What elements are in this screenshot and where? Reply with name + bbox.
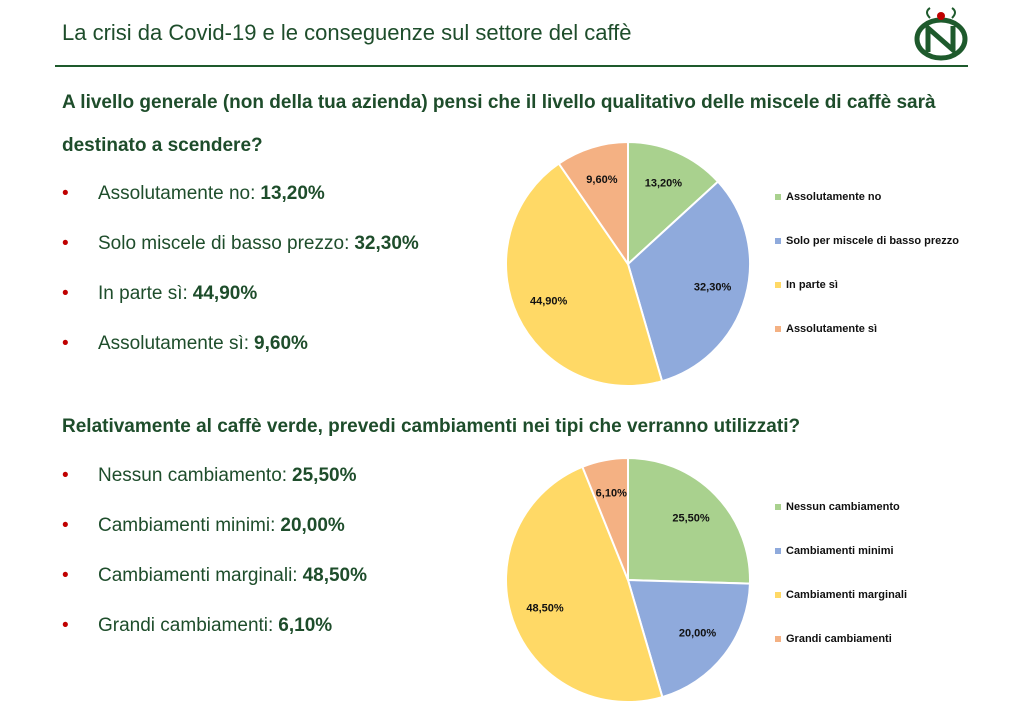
legend-swatch [775,326,781,332]
pie-slice [626,180,751,383]
slide-title: La crisi da Covid-19 e le conseguenze su… [62,20,632,45]
bullet-dot: • [62,615,69,636]
bullet-dot: • [62,183,69,204]
legend-label: Cambiamenti marginali [786,589,907,601]
bullet-value: 9,60% [254,333,308,354]
data-label: 48,50% [526,603,564,615]
bullet-value: 48,50% [302,565,368,586]
pie-slice [505,162,664,387]
bullet: • Cambiamenti minimi: 20,00% [62,515,345,537]
bullet-label: Cambiamenti minimi: [98,515,276,536]
data-label: 44,90% [530,296,568,308]
legend-swatch [775,548,781,554]
bullet-dot: • [62,515,69,536]
bullet-label: Assolutamente no: [98,183,256,204]
bullet-label: Solo miscele di basso prezzo: [98,233,350,254]
data-label: 20,00% [679,628,717,640]
bullet: • Solo miscele di basso prezzo: 32,30% [62,233,419,255]
pie-slice [581,456,629,581]
bullet: • Cambiamenti marginali: 48,50% [62,565,367,587]
legend-swatch [775,282,781,288]
pie-slice [627,456,751,585]
legend-label: In parte sì [786,279,838,291]
legend-label: Cambiamenti minimi [786,545,894,557]
legend-label: Nessun cambiamento [786,501,900,513]
bullet-value: 44,90% [192,283,258,304]
bullet: • Assolutamente no: 13,20% [62,183,325,205]
bullet-dot: • [62,283,69,304]
bullet-dot: • [62,233,69,254]
legend-label: Assolutamente no [786,191,882,203]
bullet-label: Grandi cambiamenti: [98,615,274,636]
legend-swatch [775,504,781,510]
title-rule [55,65,968,67]
pie-slice [557,140,629,268]
data-label: 9,60% [586,174,617,186]
bullet-value: 25,50% [292,465,357,486]
data-label: 32,30% [694,282,732,294]
bullet-value: 20,00% [280,515,345,536]
question: Relativamente al caffè verde, prevedi ca… [62,416,801,437]
question: A livello generale (non della tua aziend… [62,92,936,156]
legend-swatch [775,194,781,200]
bullet-label: Assolutamente sì: [98,333,250,354]
data-label: 25,50% [672,513,710,525]
legend-label: Grandi cambiamenti [786,633,892,645]
bullet: • Nessun cambiamento: 25,50% [62,465,357,487]
legend-swatch [775,636,781,642]
bullet-dot: • [62,333,69,354]
bullet-dot: • [62,465,69,486]
bullet-value: 13,20% [260,183,325,204]
bullet-value: 32,30% [354,233,419,254]
pie-slice [626,578,751,699]
bullet-label: Cambiamenti marginali: [98,565,298,586]
bullet: • Grandi cambiamenti: 6,10% [62,615,332,637]
bullet-label: Nessun cambiamento: [98,465,288,486]
bullet-dot: • [62,565,69,586]
bullet: • Assolutamente sì: 9,60% [62,333,308,355]
data-label: 13,20% [645,178,683,190]
pie-slice [504,465,664,703]
legend-label: Solo per miscele di basso prezzo [786,235,959,247]
bullet: • In parte sì: 44,90% [62,283,257,305]
legend-label: Assolutamente sì [786,323,877,335]
legend-swatch [775,238,781,244]
data-label: 6,10% [596,488,627,500]
legend-swatch [775,592,781,598]
logo [914,7,968,61]
bullet-value: 6,10% [278,615,333,636]
pie-slice [627,140,720,267]
bullet-label: In parte sì: [98,283,188,304]
